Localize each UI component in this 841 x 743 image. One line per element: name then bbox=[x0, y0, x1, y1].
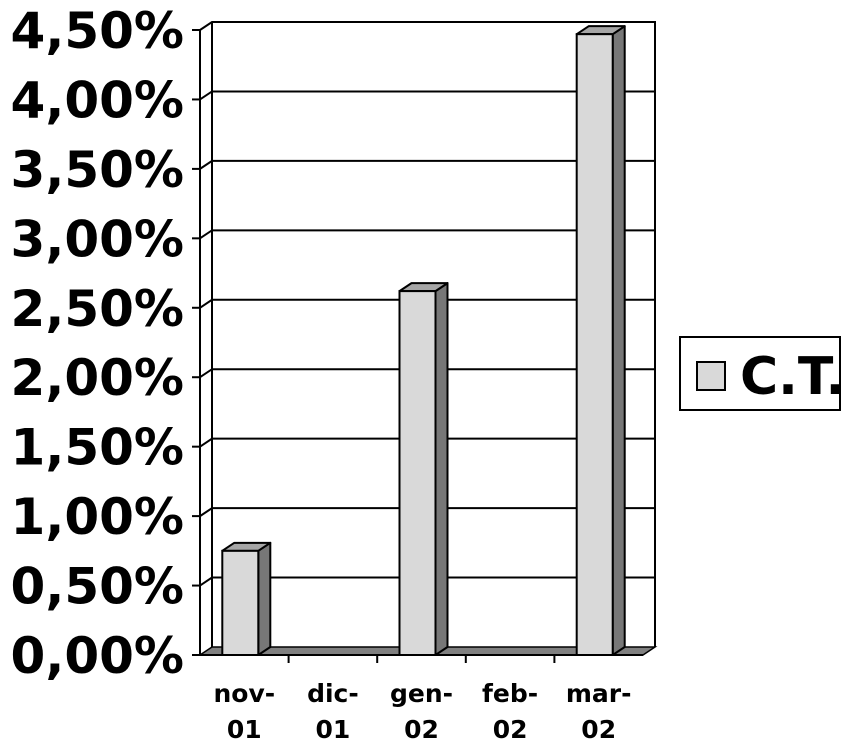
bar-side bbox=[611, 25, 626, 656]
y-tick-label: 4,50% bbox=[11, 2, 184, 60]
x-tick-label: nov- bbox=[213, 679, 275, 708]
x-tick-label: 02 bbox=[493, 715, 528, 743]
x-tick-label: feb- bbox=[482, 679, 538, 708]
x-tick-label: mar- bbox=[566, 679, 632, 708]
back-wall bbox=[212, 21, 656, 647]
y-tick-label: 1,50% bbox=[11, 419, 184, 477]
bar-side bbox=[257, 541, 272, 656]
x-tick-label: gen- bbox=[390, 679, 453, 708]
legend-label: C.T. bbox=[740, 347, 841, 407]
bars bbox=[221, 25, 626, 656]
bar-face bbox=[221, 549, 260, 656]
y-tick-label: 2,50% bbox=[11, 280, 184, 338]
x-tick-label: 01 bbox=[227, 715, 262, 743]
y-tick-label: 0,50% bbox=[11, 558, 184, 616]
x-tick-label: 02 bbox=[404, 715, 439, 743]
bar-side bbox=[434, 282, 449, 656]
legend: C.T. bbox=[679, 336, 841, 411]
x-axis: nov- 01 dic- 01 gen- 02 feb- 02 mar- 02 bbox=[200, 654, 643, 743]
x-tick-label: dic- bbox=[307, 679, 359, 708]
y-tick-label: 2,00% bbox=[11, 349, 184, 407]
y-tick-label: 0,00% bbox=[11, 627, 184, 685]
y-tick-label: 4,00% bbox=[11, 71, 184, 129]
bar bbox=[575, 25, 626, 656]
y-tick-label: 3,50% bbox=[11, 141, 184, 199]
bar bbox=[398, 282, 449, 656]
x-tick-label: 02 bbox=[581, 715, 616, 743]
y-tick-label: 3,00% bbox=[11, 210, 184, 268]
y-tick-label: 1,00% bbox=[11, 488, 184, 546]
legend-swatch bbox=[696, 361, 726, 391]
bar-face bbox=[398, 290, 437, 656]
x-tick-label: 01 bbox=[316, 715, 351, 743]
bar bbox=[221, 541, 272, 656]
plot-walls bbox=[199, 21, 656, 655]
y-axis: 0,00% 0,50% 1,00% 1,50% 2,00% 2,50% 3,00% 3,50%… bbox=[11, 2, 200, 685]
bar-face bbox=[575, 33, 614, 656]
